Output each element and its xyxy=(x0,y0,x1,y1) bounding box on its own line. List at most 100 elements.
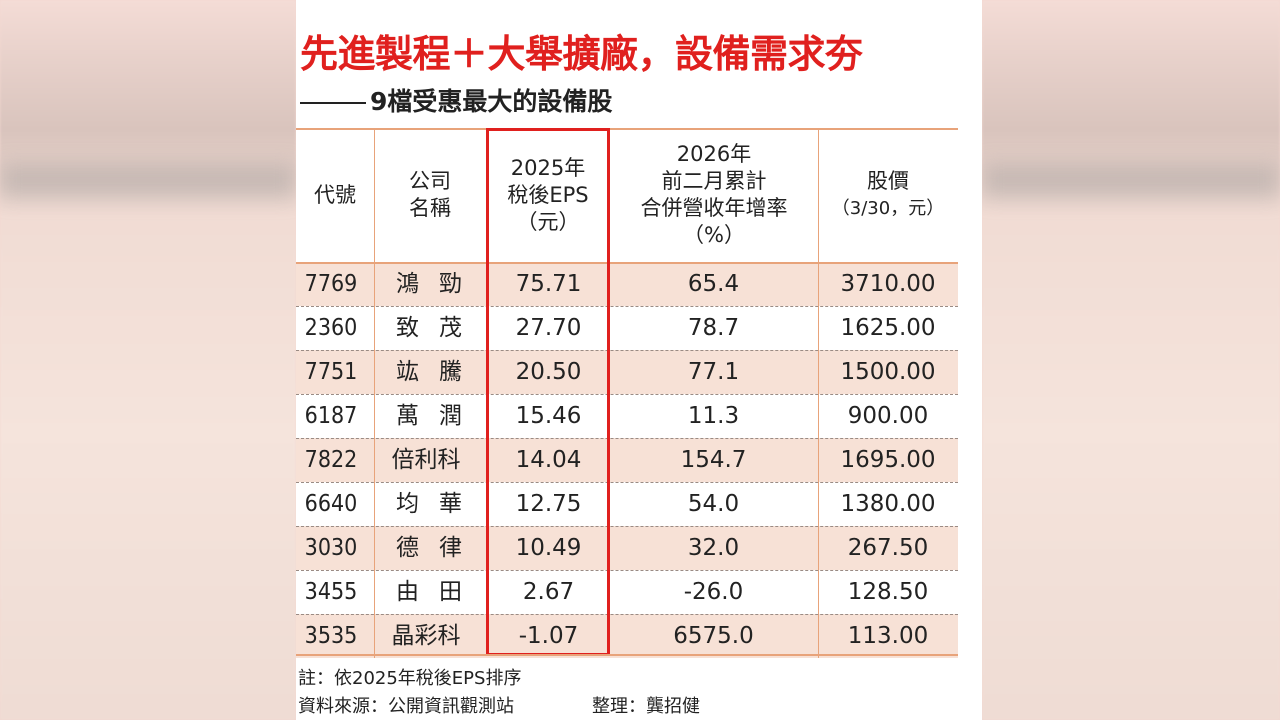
background-right xyxy=(982,0,1280,720)
column-divider xyxy=(374,262,375,306)
column-divider xyxy=(818,482,819,526)
header-name-line1: 公司 xyxy=(409,169,451,193)
cell-revenue-growth: -26.0 xyxy=(683,579,744,605)
row-divider xyxy=(296,614,958,615)
cell-revenue-growth: 77.1 xyxy=(687,359,740,385)
header-eps-line3: （元） xyxy=(516,209,580,234)
row-divider xyxy=(296,526,958,527)
cell-eps: 14.04 xyxy=(515,447,582,473)
cell-eps: 15.46 xyxy=(515,403,582,429)
background-blur-band-right xyxy=(982,164,1280,198)
cell-eps: 2.67 xyxy=(522,579,575,605)
footnote: 註：依2025年稅後EPS排序 xyxy=(298,668,522,689)
table-top-rule xyxy=(296,128,958,130)
em-dash-rule xyxy=(300,102,366,104)
header-name: 公司 名稱 xyxy=(374,128,486,262)
row-divider xyxy=(296,438,958,439)
table-row: 7822 倍利科 14.04 154.7 1695.00 xyxy=(296,438,958,482)
cell-name: 由田 xyxy=(396,579,482,605)
column-divider xyxy=(818,438,819,482)
cell-revenue-growth: 11.3 xyxy=(687,403,740,429)
header-eps-line1: 2025年 xyxy=(510,155,586,180)
column-divider xyxy=(374,570,375,614)
cell-revenue-growth: 32.0 xyxy=(687,535,740,561)
header-rev-line3: 合併營收年增率 xyxy=(640,196,788,220)
cell-name: 倍利科 xyxy=(391,447,461,473)
cell-code: 3030 xyxy=(304,535,358,561)
background-blur-band-left xyxy=(0,164,296,198)
cell-name: 萬潤 xyxy=(396,403,482,429)
cell-eps: 20.50 xyxy=(515,359,582,385)
row-divider xyxy=(296,394,958,395)
cell-name: 德律 xyxy=(396,535,482,561)
eps-column-highlight xyxy=(486,128,610,656)
editor-note: 整理：龔招健 xyxy=(592,696,700,717)
cell-code: 6187 xyxy=(304,403,358,429)
column-divider xyxy=(818,350,819,394)
cell-revenue-growth: 154.7 xyxy=(680,447,747,473)
column-divider xyxy=(818,394,819,438)
cell-name: 晶彩科 xyxy=(391,623,461,649)
table-row: 2360 致茂 27.70 78.7 1625.00 xyxy=(296,306,958,350)
row-divider xyxy=(296,570,958,571)
header-divider xyxy=(374,128,375,262)
cell-revenue-growth: 78.7 xyxy=(687,315,740,341)
column-divider xyxy=(374,614,375,658)
cell-eps: 12.75 xyxy=(515,491,582,517)
header-price: 股價 （3/30，元） xyxy=(818,128,958,262)
column-divider xyxy=(374,306,375,350)
cell-price: 1500.00 xyxy=(840,359,936,385)
stock-table: 代號 公司名稱 2025年 稅後EPS （元） 2026年前二月累計合併營收年增率 （… xyxy=(296,128,958,658)
cell-revenue-growth: 54.0 xyxy=(687,491,740,517)
row-divider xyxy=(296,482,958,483)
row-divider xyxy=(296,350,958,351)
column-divider xyxy=(818,306,819,350)
column-divider xyxy=(374,526,375,570)
cell-name: 均華 xyxy=(396,491,482,517)
header-revenue-growth: 2026年 前二月累計 合併營收年增率 （%） xyxy=(610,128,818,262)
column-divider xyxy=(374,394,375,438)
cell-code: 6640 xyxy=(304,491,358,517)
cell-code: 3535 xyxy=(304,623,358,649)
subheadline-text: 9檔受惠最大的設備股 xyxy=(370,87,613,116)
table-row: 3455 由田 2.67 -26.0 128.50 xyxy=(296,570,958,614)
table-row: 7769 鴻勁 75.71 65.4 3710.00 xyxy=(296,262,958,306)
cell-eps: 27.70 xyxy=(515,315,582,341)
header-price-line2: （3/30，元） xyxy=(831,198,945,219)
cell-code: 7751 xyxy=(304,359,358,385)
cell-code: 7822 xyxy=(304,447,358,473)
cell-name: 鴻勁 xyxy=(396,271,482,297)
header-eps-line2: 稅後EPS xyxy=(507,182,589,207)
header-rev-line2: 前二月累計 xyxy=(661,169,767,193)
cell-name: 致茂 xyxy=(396,315,482,341)
header-divider xyxy=(818,128,819,262)
cell-code: 7769 xyxy=(304,271,358,297)
header-code-label: 代號 xyxy=(314,182,356,207)
cell-price: 900.00 xyxy=(847,403,929,429)
cell-price: 3710.00 xyxy=(840,271,936,297)
cell-eps: -1.07 xyxy=(518,623,579,649)
cell-eps: 10.49 xyxy=(515,535,582,561)
header-rev-line1: 2026年 xyxy=(676,142,752,166)
cell-revenue-growth: 65.4 xyxy=(687,271,740,297)
cell-price: 1380.00 xyxy=(840,491,936,517)
cell-code: 2360 xyxy=(304,315,358,341)
cell-name: 竑騰 xyxy=(396,359,482,385)
subheadline: 9檔受惠最大的設備股 xyxy=(300,86,612,118)
table-bottom-rule xyxy=(296,654,958,656)
header-bottom-rule xyxy=(296,262,958,264)
column-divider xyxy=(818,614,819,658)
column-divider xyxy=(818,262,819,306)
column-divider xyxy=(374,438,375,482)
cell-code: 3455 xyxy=(304,579,358,605)
table-row: 6640 均華 12.75 54.0 1380.00 xyxy=(296,482,958,526)
headline: 先進製程＋大舉擴廠，設備需求夯 xyxy=(300,31,863,76)
table-row: 7751 竑騰 20.50 77.1 1500.00 xyxy=(296,350,958,394)
table-row: 6187 萬潤 15.46 11.3 900.00 xyxy=(296,394,958,438)
cell-price: 128.50 xyxy=(847,579,929,605)
header-name-line2: 名稱 xyxy=(409,196,451,220)
header-eps: 2025年 稅後EPS （元） xyxy=(486,128,610,262)
background-left xyxy=(0,0,296,720)
header-code: 代號 xyxy=(296,128,374,262)
infographic-card: 先進製程＋大舉擴廠，設備需求夯 9檔受惠最大的設備股 代號 公司名稱 2025年… xyxy=(296,0,982,720)
